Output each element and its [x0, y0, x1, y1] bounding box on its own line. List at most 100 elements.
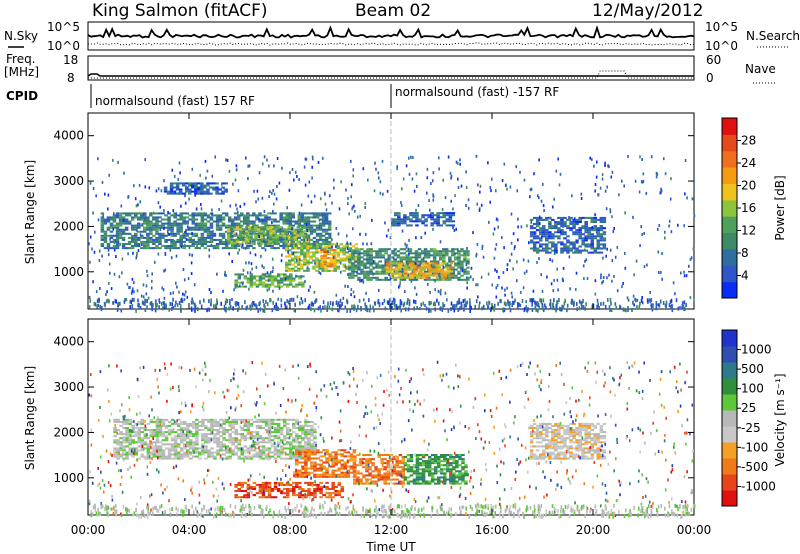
echo-cell [342, 296, 345, 300]
echo-cell [602, 218, 607, 221]
echo-cell [422, 276, 426, 279]
echo-cell [112, 245, 117, 248]
echo-cell [440, 276, 445, 279]
echo-cell [188, 182, 192, 185]
echo-cell [282, 236, 286, 239]
echo-cell [337, 473, 342, 476]
echo-cell [128, 437, 132, 440]
echo-cell [598, 306, 600, 310]
echo-cell [581, 216, 585, 219]
echo-cell [342, 265, 347, 268]
echo-cell [313, 290, 316, 294]
echo-cell [297, 243, 301, 246]
echo-cell [243, 445, 248, 448]
echo-cell [384, 276, 388, 279]
echo-cell [164, 455, 169, 458]
echo-cell [267, 279, 272, 282]
echo-cell [222, 439, 226, 442]
echo-cell [549, 299, 552, 303]
power-ylabel: Slant Range [km] [23, 160, 37, 264]
echo-cell [138, 303, 141, 308]
echo-cell [478, 301, 481, 305]
echo-cell [215, 226, 220, 229]
echo-cell [296, 234, 301, 237]
cpid-text-2: normalsound (fast) -157 RF [395, 85, 559, 99]
echo-cell [310, 307, 312, 312]
echo-cell [327, 245, 331, 248]
echo-cell [176, 224, 180, 227]
echo-cell [201, 439, 205, 442]
echo-cell [113, 447, 117, 450]
echo-cell [389, 262, 393, 265]
echo-cell [532, 223, 537, 226]
echo-cell [134, 232, 138, 235]
echo-cell [315, 238, 320, 241]
echo-cell [416, 305, 418, 310]
echo-cell [197, 247, 202, 250]
echo-cell [169, 188, 174, 191]
echo-cell [219, 441, 223, 444]
echo-cell [508, 303, 511, 308]
echo-cell [118, 216, 123, 219]
echo-cell [297, 228, 302, 231]
echo-cell [420, 258, 425, 261]
echo-cell [318, 270, 320, 274]
echo-cell [170, 232, 174, 235]
echo-cell [285, 222, 290, 225]
echo-cell [491, 177, 493, 181]
echo-cell [312, 259, 316, 262]
echo-cell [557, 229, 561, 232]
echo-cell [152, 238, 156, 241]
echo-cell [169, 292, 172, 296]
echo-cell [466, 286, 468, 290]
echo-cell [167, 212, 171, 215]
echo-cell [563, 221, 567, 224]
echo-cell [197, 243, 202, 246]
echo-cell [286, 299, 288, 304]
echo-cell [113, 418, 117, 421]
echo-cell [530, 187, 533, 191]
echo-cell [279, 238, 283, 241]
echo-cell [610, 308, 613, 312]
echo-cell [225, 449, 229, 452]
echo-cell [279, 232, 283, 235]
echo-cell [293, 230, 298, 233]
echo-cell [267, 451, 272, 454]
echo-cell [535, 218, 540, 221]
echo-cell [593, 237, 598, 240]
echo-cell [240, 457, 245, 460]
echo-cell [463, 256, 467, 259]
echo-cell [172, 186, 177, 189]
echo-cell [272, 228, 276, 231]
echo-cell [122, 449, 126, 452]
echo-cell [378, 288, 380, 292]
echo-cell [267, 418, 272, 421]
echo-cell [146, 451, 151, 454]
echo-cell [366, 276, 370, 279]
echo-cell [402, 177, 405, 181]
echo-cell [228, 252, 230, 256]
echo-cell [581, 241, 585, 244]
echo-cell [275, 240, 279, 243]
echo-cell [290, 230, 295, 233]
echo-cell [122, 441, 126, 444]
echo-cell [685, 274, 688, 278]
echo-cell [455, 227, 457, 231]
echo-cell [249, 214, 253, 217]
echo-cell [222, 453, 226, 456]
echo-cell [457, 258, 461, 261]
echo-cell [365, 291, 367, 295]
echo-cell [158, 451, 163, 454]
echo-cell [476, 283, 479, 287]
echo-cell [363, 270, 367, 273]
echo-cell [453, 229, 456, 232]
echo-cell [258, 453, 263, 456]
echo-cell [313, 435, 317, 438]
echo-cell [186, 422, 190, 425]
echo-cell [162, 306, 164, 311]
echo-cell [246, 494, 251, 497]
echo-cell [191, 190, 195, 193]
echo-cell [384, 221, 386, 225]
echo-cell [115, 238, 120, 241]
echo-cell [249, 285, 254, 288]
